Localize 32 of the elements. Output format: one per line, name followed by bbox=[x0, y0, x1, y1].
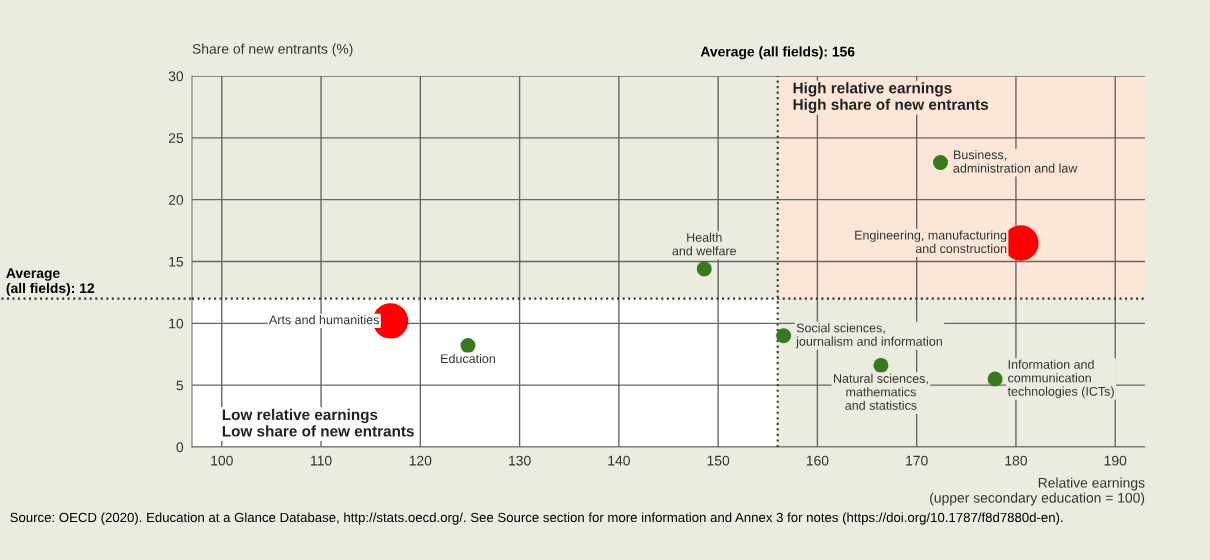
source-note: Source: OECD (2020). Education at a Glance Database, http://stats.oecd.org/. See Source section for more information and Annex 3 for notes (https://doi.org/10.1787/f8d7880d-en). bbox=[10, 512, 1063, 525]
ref-line-label: Average (all fields): 156 bbox=[700, 46, 855, 60]
y-tick-label: 15 bbox=[169, 256, 184, 267]
x-tick-label: 110 bbox=[311, 455, 332, 466]
x-tick-label: 140 bbox=[608, 455, 630, 466]
annotation: Business, administration and law bbox=[953, 150, 1078, 173]
y-axis-title: Share of new entrants (%) bbox=[192, 43, 353, 57]
y-tick-label: 20 bbox=[168, 195, 184, 205]
annotation: Health and welfare bbox=[672, 232, 736, 256]
y-tick-label: 25 bbox=[168, 133, 184, 143]
y-tick-label: 5 bbox=[176, 380, 184, 391]
annotation: Social sciences, journalism and information bbox=[795, 323, 942, 349]
annotation: Information and communication technologies (ICTs) bbox=[1007, 359, 1114, 399]
x-tick-label: 100 bbox=[211, 455, 233, 466]
annotation: Engineering, manufacturing and construction bbox=[855, 230, 1007, 254]
x-tick-label: 130 bbox=[509, 455, 531, 466]
x-tick-label: 190 bbox=[1104, 455, 1127, 466]
y-tick-label: 10 bbox=[169, 318, 184, 329]
x-tick-label: 160 bbox=[806, 455, 829, 466]
annotation: Low relative earnings Low share of new entrants bbox=[222, 408, 414, 437]
y-tick-label: 30 bbox=[168, 71, 184, 82]
y-tick-label: 0 bbox=[176, 442, 184, 453]
annotation: Natural sciences, mathematics and statistics bbox=[834, 373, 928, 410]
ref-line-label: Average (all fields): 12 bbox=[6, 268, 95, 296]
x-tick-label: 180 bbox=[1005, 455, 1027, 466]
x-tick-label: 120 bbox=[409, 455, 432, 466]
annotation: Arts and humanities bbox=[268, 315, 379, 325]
annotation: Education bbox=[441, 353, 495, 364]
x-tick-label: 170 bbox=[906, 455, 928, 466]
x-tick-label: 150 bbox=[707, 455, 730, 466]
x-axis-title: Relative earnings (upper secondary education = 100) bbox=[930, 477, 1145, 506]
annotation: High relative earnings High share of new entrants bbox=[793, 82, 989, 114]
